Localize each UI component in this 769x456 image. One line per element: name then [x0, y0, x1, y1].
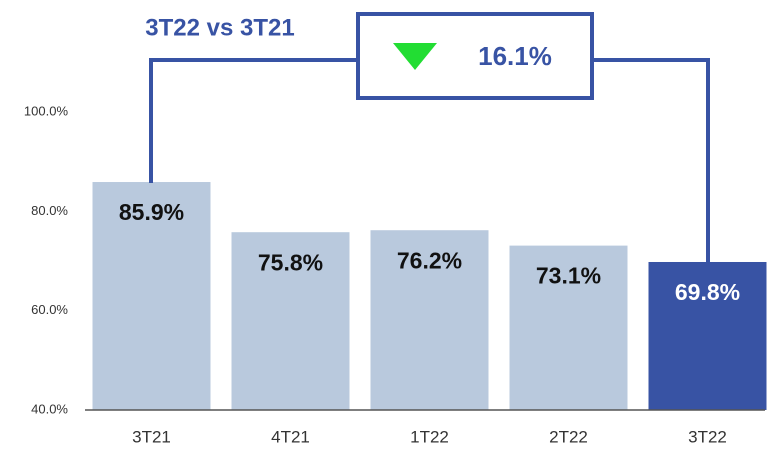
bar: [648, 261, 767, 410]
bracket-left: [149, 58, 358, 183]
x-tick-label: 4T21: [271, 427, 310, 446]
y-tick-label: 100.0%: [24, 103, 69, 118]
value-label: 69.8%: [675, 279, 740, 305]
y-tick-label: 60.0%: [31, 302, 68, 317]
value-label: 73.1%: [536, 263, 601, 289]
change-label: 16.1%: [478, 41, 552, 71]
value-label: 85.9%: [119, 199, 184, 225]
bracket-right: [592, 58, 710, 266]
value-label: 75.8%: [258, 249, 323, 275]
x-tick-label: 3T21: [132, 427, 171, 446]
bar: [509, 245, 628, 410]
y-tick-label: 80.0%: [31, 203, 68, 218]
x-tick-label: 3T22: [688, 427, 727, 446]
x-tick-label: 1T22: [410, 427, 449, 446]
comparison-label: 3T22 vs 3T21: [145, 14, 294, 41]
value-label: 76.2%: [397, 247, 462, 273]
x-tick-label: 2T22: [549, 427, 588, 446]
bar: [92, 182, 211, 410]
bar: [370, 230, 489, 410]
change-box: [356, 12, 594, 100]
bar: [231, 232, 350, 410]
down-arrow: [393, 43, 437, 70]
y-tick-label: 40.0%: [31, 401, 68, 416]
